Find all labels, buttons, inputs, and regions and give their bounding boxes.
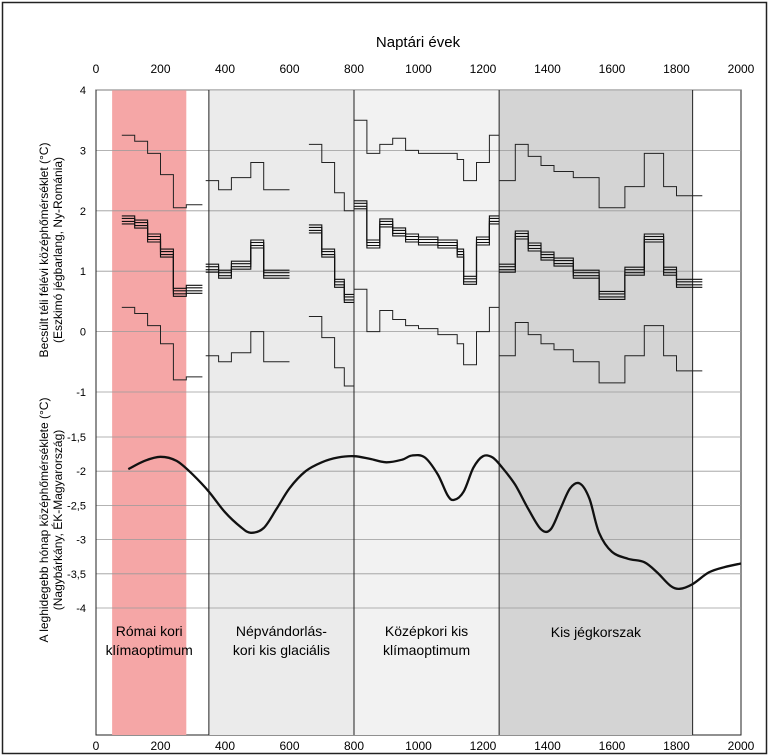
top-x-tick-label: 600 <box>279 62 299 76</box>
top-x-tick-label: 1400 <box>534 62 561 76</box>
upper-y-tick-label: 0 <box>80 327 86 339</box>
bottom-x-tick-label: 1800 <box>663 739 690 753</box>
bottom-x-tick-label: 600 <box>279 739 299 753</box>
upper-y-label: Becsült téli félévi középhőmérséklet (°C… <box>37 143 65 358</box>
top-x-tick-label: 200 <box>150 62 170 76</box>
upper-y-label-line2: (Eszkimó jégbarlang, Ny-Románia) <box>51 157 65 343</box>
bottom-x-tick-label: 1600 <box>599 739 626 753</box>
bottom-x-tick-label: 1200 <box>470 739 497 753</box>
upper-y-tick-label: 4 <box>80 85 86 97</box>
upper-y-tick-label: 3 <box>80 145 86 157</box>
bottom-x-tick-label: 800 <box>344 739 364 753</box>
upper-y-tick-label: 1 <box>80 266 86 278</box>
period-label-1-line1: Népvándorlás- <box>236 623 327 639</box>
upper-y-tick-label: 2 <box>80 206 86 218</box>
top-x-tick-label: 2000 <box>728 62 755 76</box>
top-x-tick-label: 1800 <box>663 62 690 76</box>
bottom-x-tick-label: 0 <box>93 739 100 753</box>
period-label-3-line1: Kis jégkorszak <box>551 624 642 640</box>
bottom-x-tick-label: 1000 <box>405 739 432 753</box>
upper-y-tick-label: -1 <box>76 387 86 399</box>
bottom-x-tick-label: 2000 <box>728 739 755 753</box>
bottom-x-tick-label: 200 <box>150 739 170 753</box>
lower-y-tick-label: -2,5 <box>67 500 86 512</box>
lower-y-label: A leghidegebb hónap középhőmérséklete (°… <box>37 398 65 643</box>
lower-y-tick-label: -4 <box>76 603 86 615</box>
period-label-0-line2: klímaoptimum <box>106 642 193 658</box>
top-x-tick-label: 400 <box>215 62 235 76</box>
top-x-tick-label: 800 <box>344 62 364 76</box>
top-x-tick-label: 1000 <box>405 62 432 76</box>
lower-y-tick-label: -2 <box>76 466 86 478</box>
lower-y-label-line1: A leghidegebb hónap középhőmérséklete (°… <box>37 398 51 643</box>
x-axis-title: Naptári évek <box>376 34 461 51</box>
lower-y-tick-label: -3,5 <box>67 569 86 581</box>
bottom-x-tick-label: 400 <box>215 739 235 753</box>
top-x-tick-label: 1600 <box>599 62 626 76</box>
lower-y-tick-label: -3 <box>76 535 86 547</box>
period-label-2-line1: Középkori kis <box>385 623 468 639</box>
period-label-2-line2: klímaoptimum <box>383 642 470 658</box>
upper-y-label-line1: Becsült téli félévi középhőmérséklet (°C… <box>37 143 51 358</box>
bottom-x-tick-label: 1400 <box>534 739 561 753</box>
period-label-0-line1: Római kori <box>116 623 183 639</box>
period-label-1-line2: kori kis glaciális <box>233 642 330 658</box>
top-x-tick-label: 0 <box>93 62 100 76</box>
top-x-tick-label: 1200 <box>470 62 497 76</box>
lower-y-label-line2: (Nagybárkány, ÉK-Magyarország) <box>50 430 65 611</box>
lower-y-tick-label: -1,5 <box>67 432 86 444</box>
